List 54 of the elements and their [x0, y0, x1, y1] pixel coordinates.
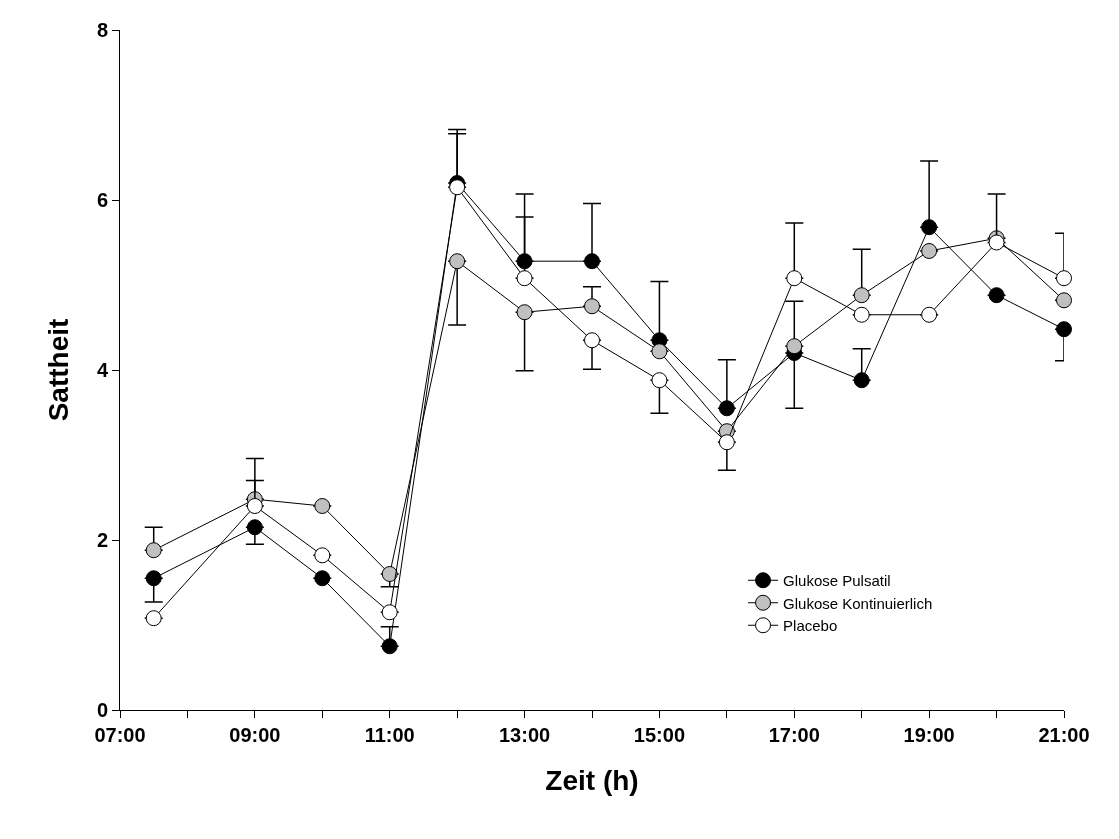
point [516, 253, 533, 270]
y-tick-label: 8 [96, 19, 108, 41]
point [921, 219, 938, 236]
x-tick-label: 11:00 [364, 724, 415, 746]
point [516, 270, 533, 287]
point [381, 604, 398, 621]
point [314, 547, 331, 564]
point [718, 400, 735, 417]
point [921, 306, 938, 323]
point [651, 343, 668, 360]
point [921, 243, 938, 259]
x-tick-label: 17:00 [768, 724, 820, 746]
point [314, 498, 331, 514]
point [718, 434, 735, 451]
point [1056, 292, 1072, 309]
point [651, 372, 668, 389]
x-tick-label: 21:00 [1038, 724, 1090, 746]
point [381, 638, 398, 655]
point [1056, 270, 1072, 287]
point [853, 287, 870, 304]
point [786, 338, 803, 355]
point [988, 287, 1005, 304]
legend-label: Glukose Kontinuierlich [783, 594, 933, 612]
legend-label: Glukose Pulsatil [783, 572, 891, 590]
point [1056, 321, 1072, 338]
point [584, 332, 600, 349]
y-tick-label: 4 [96, 359, 109, 381]
point [516, 304, 533, 321]
x-tick-label: 13:00 [498, 724, 551, 746]
point [145, 542, 162, 559]
point [584, 298, 600, 315]
point [381, 566, 398, 582]
point [988, 234, 1005, 251]
x-tick-label: 19:00 [903, 724, 955, 746]
point [449, 179, 466, 196]
y-axis-title: Sattheit [42, 318, 74, 422]
point [786, 270, 803, 287]
x-axis-title: Zeit (h) [545, 765, 639, 797]
point [584, 253, 600, 270]
point [853, 372, 870, 389]
point [145, 610, 162, 627]
x-tick-label: 09:00 [229, 724, 281, 746]
legend-label: Placebo [783, 617, 838, 635]
y-tick-label: 2 [96, 529, 108, 551]
y-tick-label: 0 [96, 699, 108, 721]
point [246, 498, 263, 514]
point [853, 306, 870, 323]
point [246, 519, 263, 536]
y-tick-label: 6 [96, 189, 108, 211]
point [449, 253, 466, 270]
point [145, 570, 162, 587]
point [314, 570, 331, 587]
x-tick-label: 15:00 [633, 724, 686, 746]
x-tick-label: 07:00 [94, 724, 146, 746]
